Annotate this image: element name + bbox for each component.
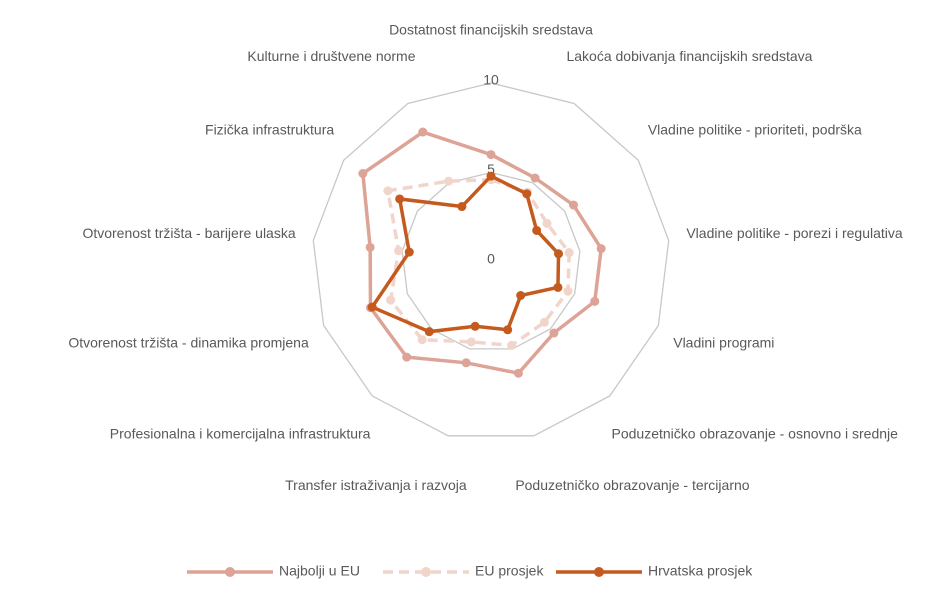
series-marker xyxy=(596,244,606,254)
series-line xyxy=(369,173,561,334)
legend-marker xyxy=(421,567,431,577)
legend-marker xyxy=(594,567,604,577)
grid-ring xyxy=(312,82,670,437)
r-tick-label: 10 xyxy=(483,72,499,88)
series-marker xyxy=(553,282,563,292)
category-label: Transfer istraživanja i razvoja xyxy=(285,477,467,493)
category-label: Fizička infrastruktura xyxy=(205,121,334,137)
series-marker xyxy=(470,321,480,331)
series-marker xyxy=(513,368,523,378)
series-marker xyxy=(386,295,396,305)
series-marker xyxy=(365,242,375,252)
category-label: Vladini programi xyxy=(673,335,774,351)
r-tick-label: 5 xyxy=(487,161,495,177)
series-marker xyxy=(564,248,574,258)
grid-ring xyxy=(401,171,581,350)
series-marker xyxy=(549,328,559,338)
category-label: Lakoća dobivanja financijskih sredstava xyxy=(566,48,812,64)
category-label: Vladine politike - prioriteti, podrška xyxy=(648,121,862,137)
r-tick-label: 0 xyxy=(487,251,495,267)
series-line xyxy=(360,130,603,376)
category-label: Vladine politike - porezi i regulativa xyxy=(686,225,903,241)
category-label: Otvorenost tržišta - dinamika promjena xyxy=(68,335,309,351)
category-label: Dostatnost financijskih sredstava xyxy=(389,22,593,38)
legend-label: Hrvatska prosjek xyxy=(648,563,753,579)
series-marker xyxy=(507,340,517,350)
series-marker xyxy=(568,200,578,210)
series-marker xyxy=(418,127,428,137)
series-marker xyxy=(404,247,414,257)
series-marker xyxy=(554,249,564,259)
series-marker xyxy=(402,352,412,362)
series-marker xyxy=(358,169,368,179)
series-marker xyxy=(394,246,404,256)
series-marker xyxy=(503,325,513,335)
category-label: Profesionalna i komercijalna infrastrukt… xyxy=(110,426,371,442)
series-marker xyxy=(542,218,552,228)
series-marker xyxy=(486,171,496,181)
category-label: Poduzetničko obrazovanje - tercijarno xyxy=(515,477,749,493)
category-label: Poduzetničko obrazovanje - osnovno i sre… xyxy=(612,426,899,442)
series-marker xyxy=(532,225,542,235)
legend-label: Najbolji u EU xyxy=(279,563,360,579)
legend-marker xyxy=(225,567,235,577)
series-marker xyxy=(486,150,496,160)
legend-label: EU prosjek xyxy=(475,563,544,579)
series-marker xyxy=(516,290,526,300)
series-marker xyxy=(590,296,600,306)
series-marker xyxy=(424,327,434,337)
series-marker xyxy=(522,189,532,199)
series-marker xyxy=(383,186,393,196)
series-marker xyxy=(530,173,540,183)
series-marker xyxy=(457,202,467,212)
series-marker xyxy=(539,317,549,327)
series-marker xyxy=(417,335,427,345)
series-marker xyxy=(466,337,476,347)
series-marker xyxy=(367,302,377,312)
series-marker xyxy=(395,194,405,204)
series-line xyxy=(385,177,571,348)
series-marker xyxy=(444,176,454,186)
series-marker xyxy=(563,286,573,296)
series-marker xyxy=(461,358,471,368)
category-label: Otvorenost tržišta - barijere ulaska xyxy=(82,225,295,241)
category-label: Kulturne i društvene norme xyxy=(247,48,415,64)
